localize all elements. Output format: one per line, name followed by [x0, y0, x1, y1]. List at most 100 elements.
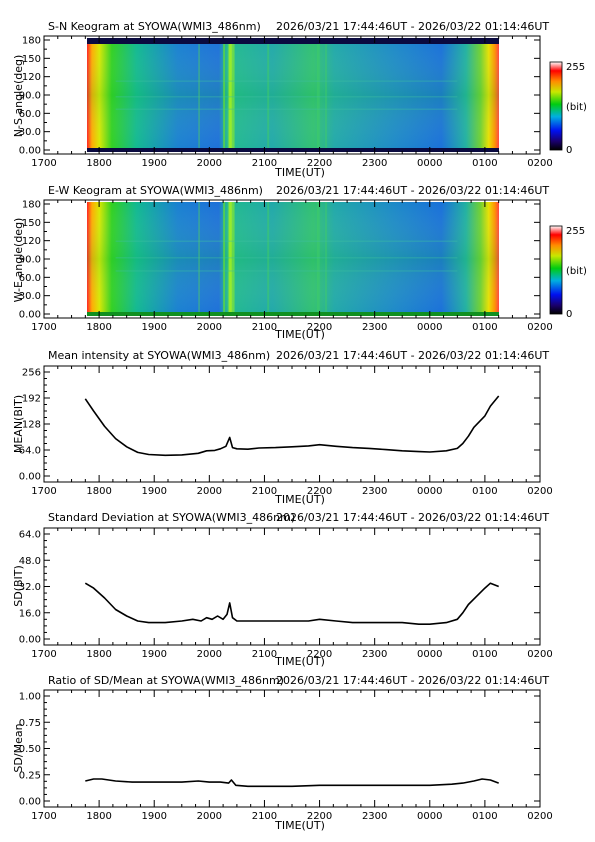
aurora-band [115, 240, 458, 242]
y-tick-label: 0.00 [19, 472, 41, 483]
panel-mean-intensity: Mean intensity at SYOWA(WMI3_486nm) 2026… [12, 349, 553, 506]
x-tick-label: 2300 [362, 486, 387, 497]
y-tick-label: 120 [22, 72, 41, 83]
y-tick-label: 0.00 [19, 310, 41, 321]
y-tick-label: 150 [22, 218, 41, 229]
mean-xlabel: TIME(UT) [274, 493, 325, 506]
aurora-streak [223, 44, 226, 148]
x-tick-label: 2200 [307, 322, 332, 333]
x-tick-label: 2300 [362, 158, 387, 169]
y-tick-label: 48.0 [19, 556, 41, 567]
ratio-time-range: 2026/03/21 17:44:46UT - 2026/03/22 01:14… [276, 674, 549, 687]
x-tick-label: 2100 [252, 649, 277, 660]
y-tick-label: 60.0 [19, 109, 41, 120]
aurora-band [115, 270, 458, 272]
y-tick-label: 32.0 [19, 582, 41, 593]
x-tick-label: 0100 [472, 158, 497, 169]
series-line [84, 582, 499, 625]
y-tick-label: 90.0 [19, 255, 41, 266]
y-tick-label: 150 [22, 54, 41, 65]
x-tick-label: 2100 [252, 322, 277, 333]
sn-title: S-N Keogram at SYOWA(WMI3_486nm) [48, 20, 261, 33]
aurora-band [115, 80, 458, 82]
x-tick-label: 2200 [307, 158, 332, 169]
aurora-streak [267, 44, 270, 148]
sd-xlabel: TIME(UT) [274, 655, 325, 668]
x-tick-label: 1700 [31, 322, 56, 333]
x-tick-label: 0000 [417, 811, 442, 822]
y-tick-label: 64.0 [19, 446, 41, 457]
y-tick-label: 0.25 [19, 770, 41, 781]
x-tick-label: 0000 [417, 322, 442, 333]
y-tick-label: 128 [22, 420, 41, 431]
x-tick-label: 2300 [362, 811, 387, 822]
y-tick-label: 0.00 [19, 635, 41, 646]
x-tick-label: 1900 [141, 158, 166, 169]
sn-xlabel: TIME(UT) [274, 166, 325, 179]
x-tick-label: 2100 [252, 811, 277, 822]
x-tick-label: 0200 [527, 811, 552, 822]
sd-ylabel: SD(BIT) [12, 565, 25, 607]
x-tick-label: 0200 [527, 649, 552, 660]
sn-colorbar-unit: (bit) [566, 102, 587, 113]
x-tick-label: 1700 [31, 486, 56, 497]
ew-ylabel: W-E angle(deg) [12, 218, 25, 303]
y-tick-label: 30.0 [19, 291, 41, 302]
sn-keogram-streaks [115, 44, 458, 148]
x-tick-label: 1800 [86, 811, 111, 822]
sn-colorbar-min: 0 [566, 145, 572, 156]
y-tick-label: 192 [22, 394, 41, 405]
y-tick-label: 180 [22, 36, 41, 47]
aurora-streak [198, 202, 200, 312]
ratio-title: Ratio of SD/Mean at SYOWA(WMI3_486nm) [48, 674, 284, 687]
sn-colorbar-max: 255 [566, 62, 585, 73]
x-tick-label: 2200 [307, 649, 332, 660]
aurora-streak [223, 202, 226, 312]
x-tick-label: 0000 [417, 649, 442, 660]
sn-time-range: 2026/03/21 17:44:46UT - 2026/03/22 01:14… [276, 20, 549, 33]
panel-sn-keogram: S-N Keogram at SYOWA(WMI3_486nm) 2026/03… [12, 20, 587, 179]
y-tick-label: 16.0 [19, 608, 41, 619]
x-tick-label: 1700 [31, 811, 56, 822]
ew-keogram-streaks [115, 202, 458, 312]
y-tick-label: 0.00 [19, 797, 41, 808]
aurora-streak [228, 44, 232, 148]
x-tick-label: 1800 [86, 486, 111, 497]
x-tick-label: 1700 [31, 649, 56, 660]
panel-standard-deviation: Standard Deviation at SYOWA(WMI3_486nm) … [12, 511, 553, 668]
x-tick-label: 0000 [417, 158, 442, 169]
ew-colorbar-max: 255 [566, 226, 585, 237]
y-tick-label: 180 [22, 200, 41, 211]
sd-plot-frame [43, 527, 541, 646]
y-tick-label: 0.75 [19, 718, 41, 729]
aurora-streak [228, 202, 232, 312]
y-tick-label: 0.50 [19, 744, 41, 755]
x-tick-label: 2200 [307, 811, 332, 822]
mean-plot-frame [43, 365, 541, 483]
ew-colorbar [549, 225, 563, 315]
x-tick-label: 1900 [141, 486, 166, 497]
mean-title: Mean intensity at SYOWA(WMI3_486nm) [48, 349, 270, 362]
aurora-streak [316, 44, 320, 148]
y-tick-label: 30.0 [19, 127, 41, 138]
aurora-band [115, 257, 458, 259]
x-tick-label: 2000 [197, 322, 222, 333]
ew-time-range: 2026/03/21 17:44:46UT - 2026/03/22 01:14… [276, 184, 549, 197]
aurora-streak [325, 44, 328, 148]
aurora-band [115, 108, 458, 110]
x-tick-label: 1900 [141, 649, 166, 660]
y-tick-label: 0.00 [19, 146, 41, 157]
x-tick-label: 2000 [197, 649, 222, 660]
x-tick-label: 2300 [362, 649, 387, 660]
ew-keogram-bottom-band [87, 312, 499, 316]
sn-colorbar [549, 61, 563, 151]
x-tick-label: 0100 [472, 649, 497, 660]
aurora-streak [232, 202, 235, 312]
x-tick-label: 2300 [362, 322, 387, 333]
series-line [85, 778, 499, 788]
ew-xlabel: TIME(UT) [274, 328, 325, 341]
x-tick-label: 0100 [472, 486, 497, 497]
x-tick-label: 1900 [141, 811, 166, 822]
sn-ylabel: N-S angle(deg) [12, 55, 25, 138]
x-tick-label: 0200 [527, 486, 552, 497]
